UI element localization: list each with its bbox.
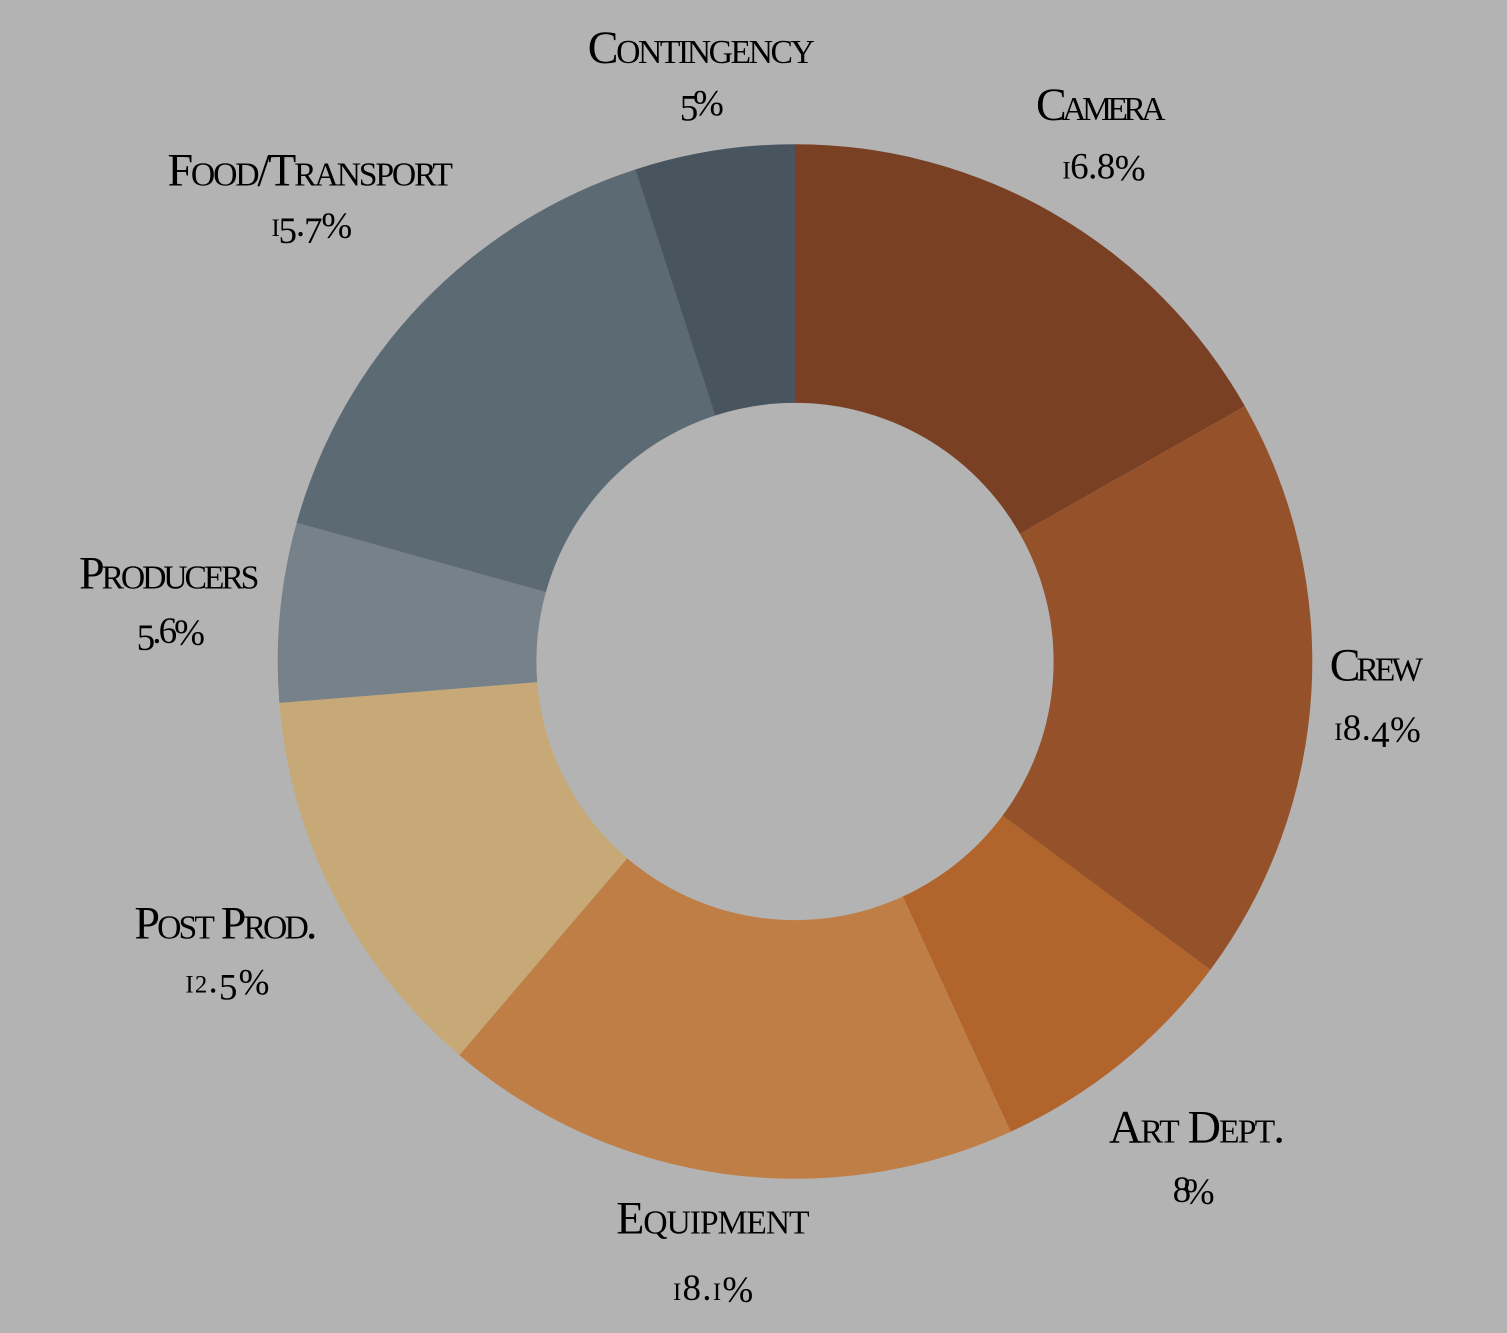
svg-text:I8.4%: I8.4% <box>1334 708 1421 756</box>
svg-text:I2.5%: I2.5% <box>185 961 269 1009</box>
svg-text:5.6%: 5.6% <box>137 611 205 659</box>
svg-text:5%: 5% <box>680 84 724 130</box>
svg-text:I8.I%: I8.I% <box>673 1268 753 1311</box>
svg-text:I5.7%: I5.7% <box>271 204 352 252</box>
svg-text:8%: 8% <box>1173 1170 1215 1213</box>
svg-text:I6.8%: I6.8% <box>1062 147 1145 190</box>
